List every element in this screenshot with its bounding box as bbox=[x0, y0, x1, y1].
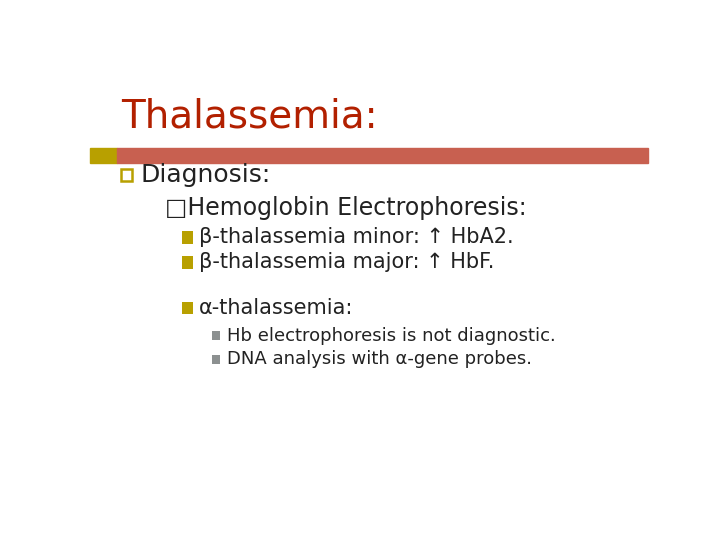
Bar bbox=[212, 332, 220, 341]
Text: □Hemoglobin Electrophoresis:: □Hemoglobin Electrophoresis: bbox=[166, 196, 527, 220]
Text: Hb electrophoresis is not diagnostic.: Hb electrophoresis is not diagnostic. bbox=[227, 327, 555, 345]
Bar bbox=[182, 256, 193, 268]
Text: Thalassemia:: Thalassemia: bbox=[121, 98, 377, 136]
Text: Diagnosis:: Diagnosis: bbox=[140, 163, 271, 187]
Text: DNA analysis with α-gene probes.: DNA analysis with α-gene probes. bbox=[227, 350, 531, 368]
Text: α-thalassemia:: α-thalassemia: bbox=[199, 298, 354, 318]
Text: β-thalassemia major: ↑ HbF.: β-thalassemia major: ↑ HbF. bbox=[199, 252, 494, 272]
Bar bbox=[182, 302, 193, 314]
Bar bbox=[182, 231, 193, 244]
Bar bbox=[212, 355, 220, 364]
Bar bbox=[90, 148, 117, 164]
Bar bbox=[121, 169, 132, 181]
Text: β-thalassemia minor: ↑ HbA2.: β-thalassemia minor: ↑ HbA2. bbox=[199, 227, 513, 247]
Bar bbox=[117, 148, 648, 164]
